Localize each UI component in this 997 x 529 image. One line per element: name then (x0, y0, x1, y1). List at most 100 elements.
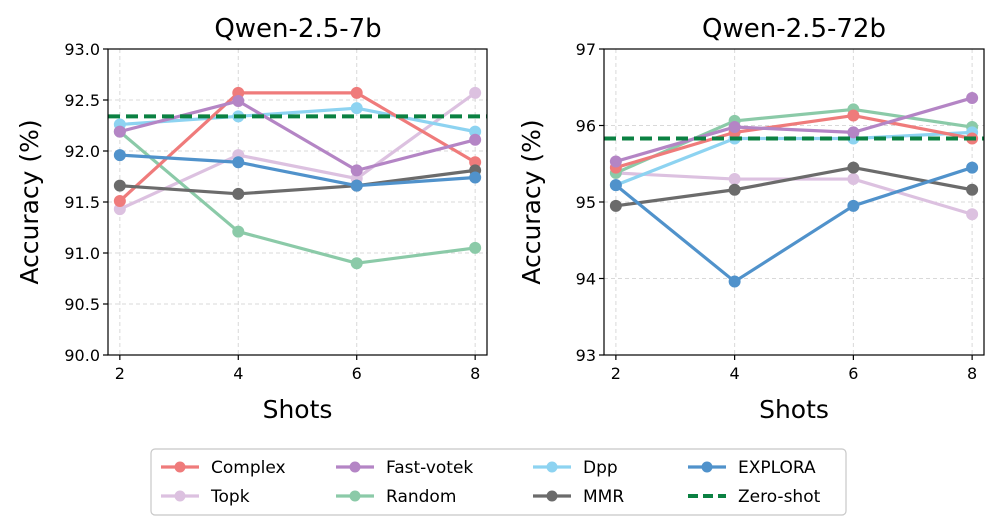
data-point (469, 241, 482, 254)
legend-marker (701, 461, 713, 473)
legend-item-explora: EXPLORA (688, 458, 816, 478)
data-point (728, 275, 741, 288)
data-point (609, 155, 622, 168)
x-tick-label: 2 (115, 364, 125, 383)
y-tick-label: 92.0 (64, 142, 100, 161)
data-point (728, 121, 741, 134)
data-point (469, 133, 482, 146)
series-line (118, 91, 476, 203)
data-point (113, 125, 126, 138)
y-tick-label: 92.5 (64, 91, 100, 110)
series-line (119, 99, 476, 172)
y-tick-label: 96 (576, 117, 596, 136)
data-point (350, 164, 363, 177)
series-line (615, 107, 973, 175)
y-tick-label: 91.0 (64, 244, 100, 263)
data-point (113, 149, 126, 162)
data-point (350, 179, 363, 192)
y-tick-label: 97 (576, 40, 596, 59)
data-point (847, 173, 860, 186)
legend-marker (546, 461, 558, 473)
data-point (966, 161, 979, 174)
y-axis-label: Accuracy (%) (15, 119, 44, 284)
series-line (614, 166, 973, 284)
data-point (728, 183, 741, 196)
data-point (966, 183, 979, 196)
y-tick-label: 91.5 (64, 193, 100, 212)
y-tick-label: 93.0 (64, 40, 100, 59)
data-point (232, 187, 245, 200)
data-point (847, 126, 860, 139)
legend-label: Dpp (583, 458, 618, 478)
series-line (119, 106, 476, 134)
legend-item-fast-votek: Fast-votek (336, 458, 473, 478)
data-point (966, 208, 979, 221)
legend-label: MMR (583, 487, 624, 507)
y-tick-label: 95 (576, 193, 596, 212)
series-complex (113, 86, 482, 207)
y-tick-label: 90.0 (64, 346, 100, 365)
legend-marker (174, 490, 186, 502)
series-topk (609, 166, 979, 221)
data-point (350, 257, 363, 270)
chart-title: Qwen-2.5-72b (702, 14, 886, 44)
series-line (615, 165, 973, 208)
legend-item-topk: Topk (161, 487, 250, 507)
legend-item-complex: Complex (161, 458, 286, 478)
legend-label: Random (386, 487, 456, 507)
data-point (847, 109, 860, 122)
x-tick-label: 4 (233, 364, 243, 383)
chart-title: Qwen-2.5-7b (214, 14, 381, 44)
legend-label: Complex (211, 458, 286, 478)
legend-item-zero-shot: Zero-shot (688, 487, 821, 507)
series-mmr (609, 161, 979, 212)
series-line (615, 96, 973, 163)
x-tick-label: 4 (730, 364, 740, 383)
chart-panel-1: 90.0 90.5 91.0 91.5 92.0 92.5 93.0 2 4 6 8 Qwen-2.5… (15, 14, 488, 424)
series-line (615, 113, 973, 170)
series-line (118, 130, 476, 265)
data-point (469, 171, 482, 184)
legend-marker (174, 461, 186, 473)
data-point (966, 91, 979, 104)
series-fast-votek (609, 91, 979, 168)
y-axis-label: Accuracy (%) (517, 119, 546, 284)
legend-box (150, 448, 847, 516)
data-point (847, 161, 860, 174)
legend-marker (349, 461, 361, 473)
data-point (232, 225, 245, 238)
legend-label: Topk (210, 487, 250, 507)
series-line (119, 168, 476, 196)
data-point (350, 102, 363, 115)
data-point (847, 199, 860, 212)
y-tick-label: 94 (576, 270, 596, 289)
series-fast-votek (113, 95, 482, 177)
legend: Complex Topk Fast-votek Random Dpp MMR EXPLORA… (150, 448, 847, 516)
data-point (469, 86, 482, 99)
x-tick-label: 8 (967, 364, 977, 383)
data-point (609, 179, 622, 192)
data-point (728, 173, 741, 186)
series-explora (113, 149, 482, 192)
x-tick-label: 6 (848, 364, 858, 383)
data-point (350, 86, 363, 99)
x-tick-label: 2 (611, 364, 621, 383)
legend-marker (546, 490, 558, 502)
data-point (232, 156, 245, 169)
data-point (113, 194, 126, 207)
series-random (113, 125, 482, 270)
chart-panel-2: 93 94 95 96 97 2 4 6 8 Qwen-2.5-72b Shots Accuracy … (517, 14, 985, 424)
x-tick-label: 8 (470, 364, 480, 383)
x-axis-label: Shots (759, 395, 829, 424)
y-tick-label: 90.5 (64, 295, 100, 314)
legend-label: Zero-shot (738, 487, 821, 507)
legend-item-dpp: Dpp (533, 458, 618, 478)
x-axis-label: Shots (263, 395, 333, 424)
legend-item-mmr: MMR (533, 487, 624, 507)
legend-label: Fast-votek (386, 458, 473, 478)
series-explora (609, 161, 979, 288)
x-tick-label: 6 (352, 364, 362, 383)
data-point (232, 95, 245, 108)
data-point (609, 199, 622, 212)
